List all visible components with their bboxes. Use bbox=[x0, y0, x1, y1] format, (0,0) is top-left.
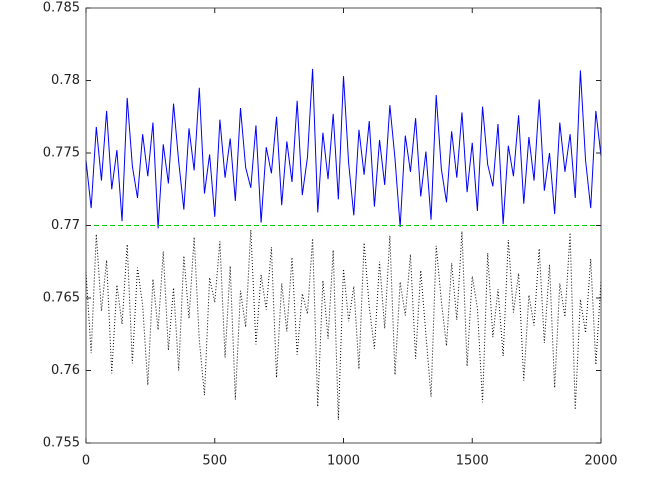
x-tick-label: 1000 bbox=[327, 454, 360, 469]
x-tick-label: 1500 bbox=[456, 454, 489, 469]
y-tick-label: 0.755 bbox=[43, 436, 80, 451]
series-line bbox=[85, 68, 602, 229]
y-tick-label: 0.76 bbox=[51, 363, 80, 378]
y-tick-label: 0.785 bbox=[43, 1, 80, 16]
y-tick-label: 0.775 bbox=[43, 146, 80, 161]
y-tick-label: 0.77 bbox=[51, 218, 80, 233]
x-tick-label: 500 bbox=[202, 454, 227, 469]
x-tick-label: 0 bbox=[82, 454, 90, 469]
y-tick-label: 0.78 bbox=[51, 73, 80, 88]
y-tick-label: 0.765 bbox=[43, 291, 80, 306]
x-tick-label: 2000 bbox=[584, 454, 617, 469]
